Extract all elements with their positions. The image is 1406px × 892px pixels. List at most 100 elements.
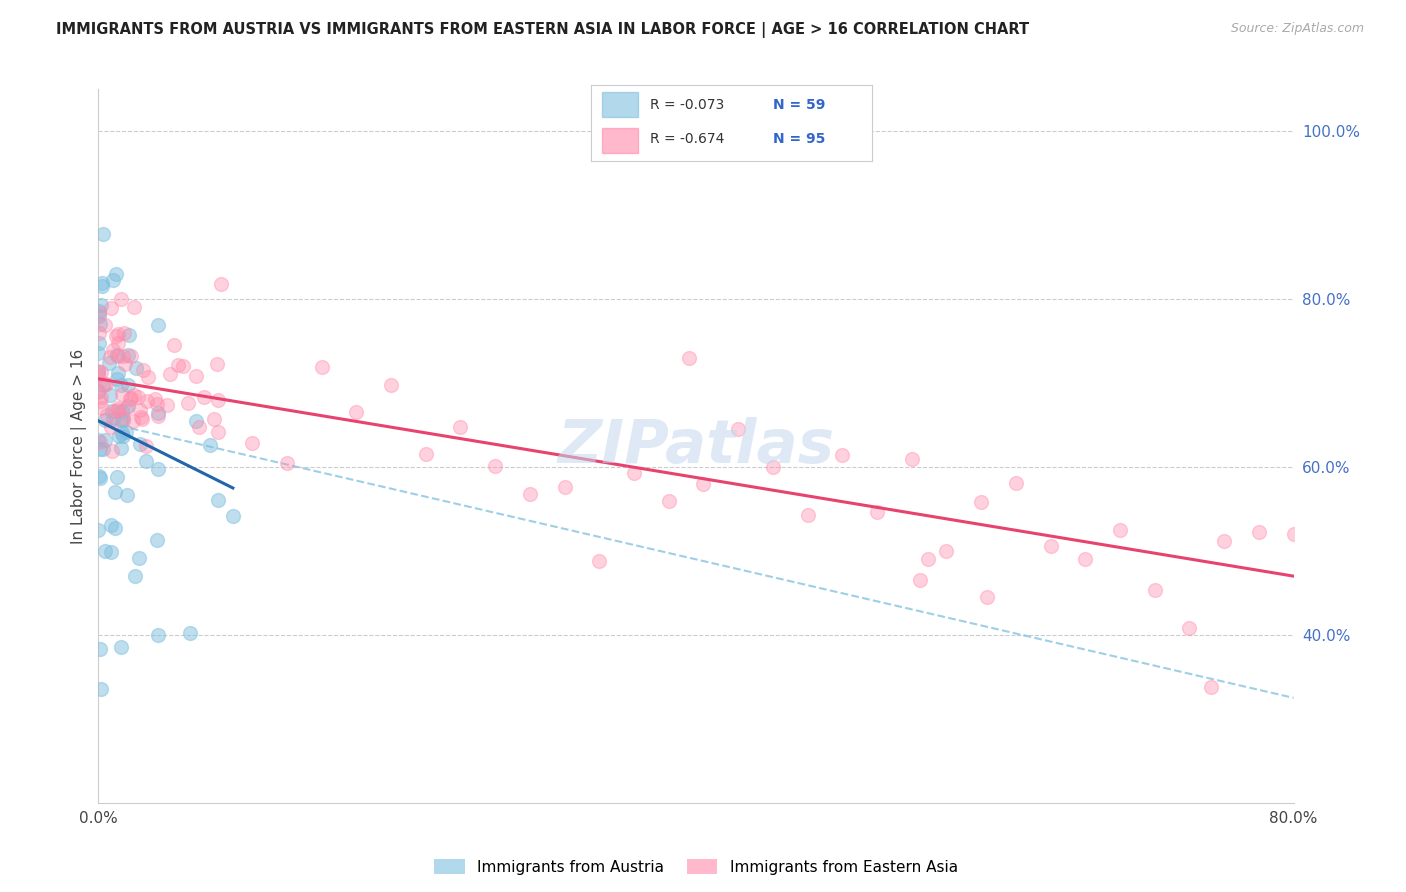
Point	[146, 409, 169, 423]
Point	[131, 412, 153, 426]
Point	[90, 390, 112, 404]
Point	[200, 438, 222, 452]
Point	[129, 436, 152, 450]
Point	[117, 348, 139, 362]
Point	[90, 365, 112, 379]
Point	[87, 384, 110, 398]
Point	[1213, 534, 1236, 549]
Point	[89, 318, 111, 332]
Point	[117, 400, 139, 414]
Point	[104, 404, 127, 418]
Point	[1074, 551, 1097, 566]
Point	[117, 378, 139, 392]
Point	[100, 518, 122, 533]
Point	[148, 318, 170, 333]
Point	[970, 495, 993, 509]
Point	[1282, 527, 1305, 541]
Text: ZIPatlas: ZIPatlas	[557, 417, 835, 475]
Point	[118, 392, 141, 406]
Text: IMMIGRANTS FROM AUSTRIA VS IMMIGRANTS FROM EASTERN ASIA IN LABOR FORCE | AGE > 1: IMMIGRANTS FROM AUSTRIA VS IMMIGRANTS FR…	[56, 22, 1029, 38]
Point	[89, 642, 111, 657]
Point	[202, 412, 225, 426]
Point	[380, 377, 402, 392]
Point	[207, 357, 229, 371]
Point	[120, 349, 142, 363]
Point	[111, 410, 134, 425]
Point	[112, 349, 135, 363]
Point	[1247, 524, 1270, 539]
Point	[554, 480, 576, 494]
Point	[900, 452, 922, 467]
Point	[908, 574, 931, 588]
Point	[111, 387, 134, 401]
Point	[692, 476, 714, 491]
Point	[107, 372, 129, 386]
Point	[107, 335, 129, 350]
Bar	[602, 128, 638, 153]
Point	[120, 391, 142, 405]
Point	[187, 420, 209, 434]
Point	[135, 439, 157, 453]
Point	[112, 429, 135, 443]
Point	[89, 393, 111, 408]
Point	[105, 348, 128, 362]
Point	[143, 392, 166, 406]
Point	[222, 508, 245, 523]
Point	[209, 277, 232, 291]
Point	[118, 328, 141, 343]
Point	[96, 408, 118, 422]
Point	[311, 359, 333, 374]
Point	[136, 393, 159, 408]
Point	[90, 682, 112, 697]
Point	[98, 388, 121, 402]
Point	[179, 626, 201, 640]
Legend: Immigrants from Austria, Immigrants from Eastern Asia: Immigrants from Austria, Immigrants from…	[427, 853, 965, 880]
Point	[148, 462, 170, 476]
Point	[94, 544, 117, 558]
Point	[107, 402, 129, 417]
Point	[107, 366, 129, 380]
Point	[87, 524, 110, 538]
Point	[135, 454, 157, 468]
Point	[122, 388, 145, 402]
Point	[127, 390, 149, 404]
Point	[87, 434, 110, 448]
Point	[207, 393, 229, 408]
Point	[91, 378, 114, 392]
Point	[240, 435, 263, 450]
Point	[87, 303, 110, 318]
Point	[100, 301, 122, 316]
Point	[107, 401, 129, 415]
Point	[117, 488, 139, 502]
Point	[1039, 539, 1062, 553]
Point	[89, 306, 111, 320]
Point	[145, 397, 167, 411]
Point	[172, 359, 194, 373]
Point	[125, 361, 148, 376]
Point	[159, 368, 181, 382]
Point	[1109, 523, 1132, 537]
Point	[90, 298, 112, 312]
Point	[207, 425, 229, 440]
Point	[976, 590, 998, 604]
Point	[94, 434, 117, 448]
Point	[91, 278, 114, 293]
Point	[89, 435, 111, 450]
Point	[184, 414, 207, 428]
Point	[97, 356, 120, 370]
Point	[167, 358, 190, 372]
Point	[114, 401, 136, 415]
Point	[148, 628, 170, 642]
Point	[87, 363, 110, 377]
Point	[101, 403, 124, 417]
Point	[104, 485, 127, 500]
Point	[107, 470, 129, 484]
Point	[87, 335, 110, 350]
Point	[128, 551, 150, 566]
Point	[87, 365, 110, 379]
Bar	[602, 93, 638, 118]
Point	[678, 351, 700, 365]
Point	[107, 327, 129, 342]
Point	[111, 425, 134, 440]
Point	[163, 338, 186, 352]
